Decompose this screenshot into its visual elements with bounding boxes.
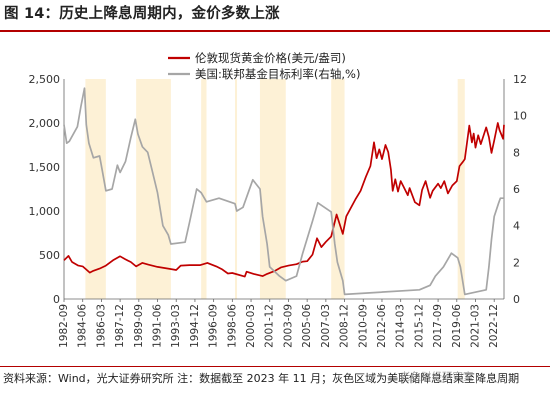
rate-cut-periods — [85, 79, 465, 299]
series-lines — [63, 87, 505, 296]
x-tick-label: 2015-12 — [413, 304, 425, 348]
page-title: 图 14：历史上降息周期内，金价多数上涨 — [4, 6, 280, 22]
x-tick-label: 2012-06 — [376, 304, 388, 348]
x-tick-label: 1987-12 — [114, 304, 126, 348]
y-right-tick-label: 12 — [513, 73, 527, 86]
x-tick-label: 2007-03 — [320, 304, 332, 348]
x-tick-label: 1993-03 — [170, 304, 182, 348]
fed-rate-line — [63, 87, 504, 296]
legend: 伦敦现货黄金价格(美元/盎司) 美国:联邦基金目标利率(右轴,%) — [168, 51, 360, 81]
y-left-tick-label: 2,500 — [29, 73, 61, 86]
y-left-tick-label: 2,000 — [29, 117, 61, 130]
shade-band-3 — [235, 79, 238, 299]
x-tick-label: 2000-03 — [245, 304, 257, 348]
x-tick-label: 1994-12 — [189, 304, 201, 348]
x-tick-label: 2010-09 — [357, 304, 369, 348]
x-tick-label: 2008-12 — [339, 304, 351, 348]
source-note: 资料来源：Wind，光大证券研究所 注：数据截至 2023 年 11 月；灰色区… — [3, 372, 520, 385]
x-tick-label: 1982-09 — [58, 304, 70, 348]
y-right-tick-label: 4 — [513, 220, 520, 233]
x-tick-label: 2003-09 — [282, 304, 294, 348]
y-right-tick-label: 2 — [513, 256, 520, 269]
gold-price-line — [63, 122, 505, 278]
x-tick-label: 1996-09 — [208, 304, 220, 348]
x-tick-label: 1998-06 — [226, 304, 238, 348]
x-tick-label: 2021-03 — [469, 304, 481, 348]
shade-band-6 — [457, 79, 465, 299]
x-tick-label: 2005-06 — [301, 304, 313, 348]
y-right-tick-label: 10 — [513, 110, 527, 123]
y-left-tick-label: 0 — [53, 293, 60, 306]
shade-band-2 — [201, 79, 207, 299]
legend-label-0: 伦敦现货黄金价格(美元/盎司) — [195, 51, 346, 65]
y-left-tick-label: 1,000 — [29, 205, 61, 218]
x-tick-label: 1986-03 — [95, 304, 107, 348]
axes: 0 500 1,000 1,500 2,000 2,500 0 2 4 6 8 10 12 1982-09… — [29, 73, 528, 348]
x-tick-label: 1991-06 — [152, 304, 164, 348]
y-right-tick-label: 6 — [513, 183, 520, 196]
title-divider — [0, 30, 550, 32]
y-left-tick-label: 500 — [39, 249, 60, 262]
x-tick-label: 2022-12 — [488, 304, 500, 348]
x-tick-label: 2019-06 — [451, 304, 463, 348]
x-tick-label: 1984-06 — [77, 304, 89, 348]
shade-band-0 — [85, 79, 106, 299]
y-right-tick-label: 8 — [513, 146, 520, 159]
x-tick-label: 2014-03 — [395, 304, 407, 348]
y-right-tick-label: 0 — [513, 293, 520, 306]
footer-divider — [0, 366, 550, 367]
x-tick-label: 2017-09 — [432, 304, 444, 348]
y-left-tick-label: 1,500 — [29, 161, 61, 174]
x-tick-label: 2001-12 — [264, 304, 276, 348]
legend-label-1: 美国:联邦基金目标利率(右轴,%) — [195, 67, 360, 81]
shade-band-4 — [259, 79, 286, 299]
watermark: 老鱼财经研究室 — [400, 371, 474, 383]
x-tick-label: 1989-09 — [133, 304, 145, 348]
